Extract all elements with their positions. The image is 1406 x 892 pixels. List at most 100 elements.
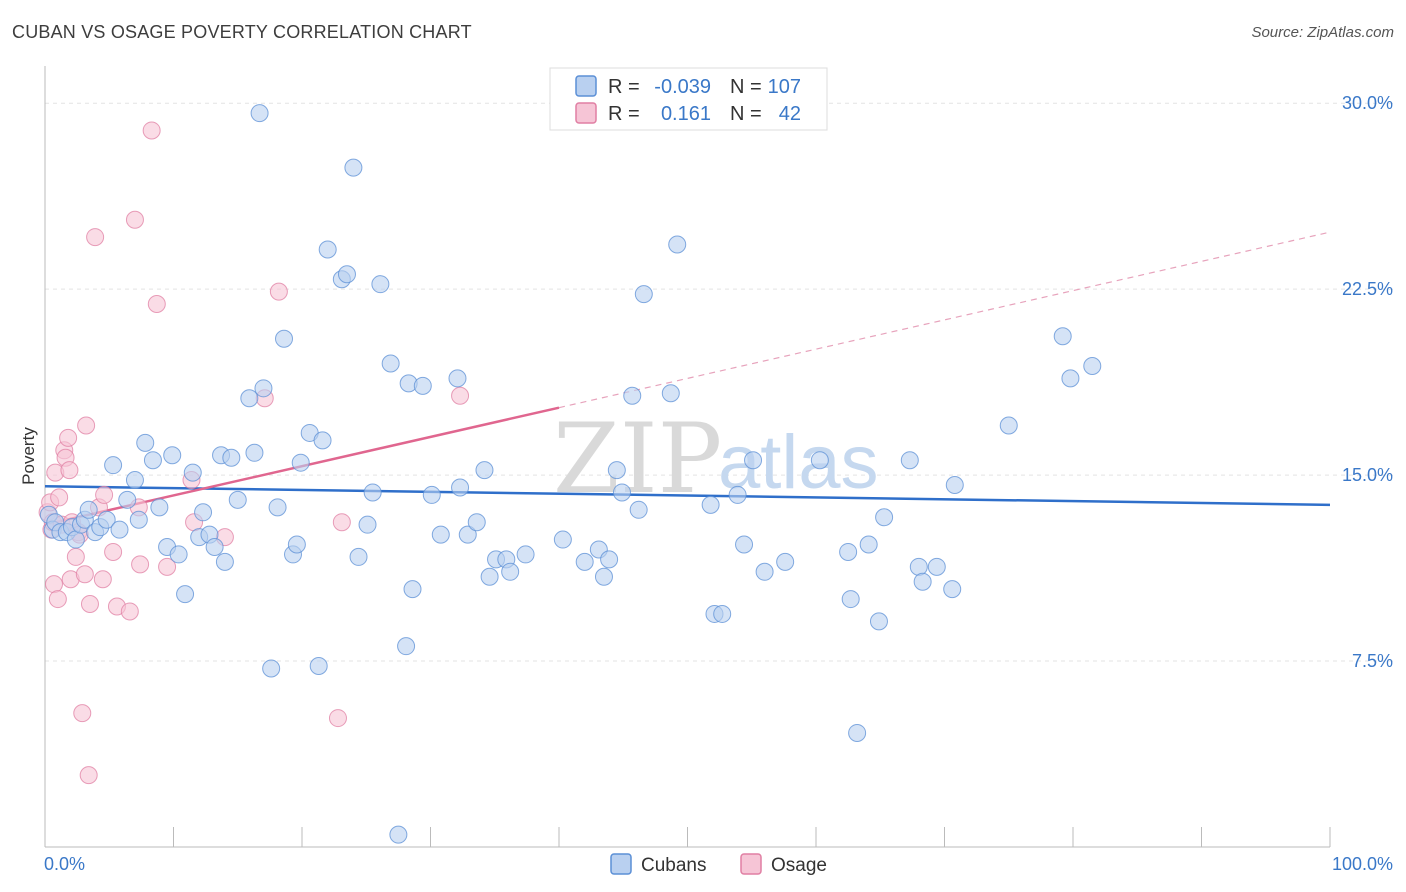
point-cubans: [516, 545, 535, 564]
point-cubans: [661, 384, 680, 403]
point-cubans: [143, 451, 162, 470]
point-osage: [77, 416, 96, 435]
legend-n-label-cubans: N =: [730, 76, 762, 98]
point-cubans: [150, 498, 169, 517]
point-cubans: [371, 275, 390, 294]
point-cubans: [1053, 327, 1072, 346]
point-cubans: [909, 557, 928, 576]
point-cubans: [869, 612, 888, 631]
point-cubans: [275, 329, 294, 348]
point-cubans: [501, 562, 520, 581]
legend-n-value-osage: 42: [779, 103, 801, 125]
point-cubans: [125, 471, 144, 490]
point-cubans: [183, 463, 202, 482]
point-cubans: [634, 285, 653, 304]
legend-r-label-cubans: R =: [608, 76, 640, 98]
point-cubans: [575, 552, 594, 571]
correlation-legend: R = -0.039 N = 107 R = 0.161 N = 42: [549, 67, 828, 131]
y-tick-label: 30.0%: [1342, 93, 1393, 113]
chart-title: CUBAN VS OSAGE POVERTY CORRELATION CHART: [12, 22, 472, 42]
x-tick-label: 100.0%: [1332, 854, 1393, 874]
point-cubans: [859, 535, 878, 554]
point-osage: [50, 488, 69, 507]
x-tick-label: 0.0%: [44, 854, 85, 874]
point-cubans: [451, 478, 470, 497]
point-cubans: [309, 657, 328, 676]
point-cubans: [262, 659, 281, 678]
point-cubans: [728, 485, 747, 504]
point-cubans: [397, 637, 416, 656]
point-cubans: [389, 825, 408, 844]
point-cubans: [467, 513, 486, 532]
watermark-zip: ZIP: [553, 403, 722, 515]
point-cubans: [129, 510, 148, 529]
point-cubans: [349, 547, 368, 566]
axes: [44, 66, 1331, 848]
scatter-points: [38, 104, 1102, 844]
point-cubans: [422, 485, 441, 504]
point-cubans: [104, 456, 123, 475]
point-osage: [95, 485, 114, 504]
point-cubans: [713, 604, 732, 623]
legend-n-label-osage: N =: [730, 103, 762, 125]
point-cubans: [810, 451, 829, 470]
legend-swatch-cubans: [575, 75, 597, 97]
point-cubans: [623, 386, 642, 405]
point-cubans: [612, 483, 631, 502]
point-cubans: [776, 552, 795, 571]
point-cubans: [1061, 369, 1080, 388]
point-cubans: [344, 158, 363, 177]
point-osage: [131, 555, 150, 574]
point-cubans: [701, 495, 720, 514]
point-cubans: [163, 446, 182, 465]
point-osage: [120, 602, 139, 621]
point-cubans: [79, 500, 98, 519]
point-osage: [66, 547, 85, 566]
point-osage: [79, 766, 98, 785]
bottom-legend-label-osage: Osage: [771, 855, 827, 876]
point-cubans: [900, 451, 919, 470]
legend-r-value-osage: 0.161: [661, 103, 711, 125]
point-osage: [269, 282, 288, 301]
point-cubans: [629, 500, 648, 519]
point-cubans: [480, 567, 499, 586]
point-cubans: [668, 235, 687, 254]
point-cubans: [118, 490, 137, 509]
legend-n-value-cubans: 107: [768, 76, 801, 98]
point-osage: [125, 210, 144, 229]
point-cubans: [735, 535, 754, 554]
source-credit: Source: ZipAtlas.com: [1251, 24, 1394, 41]
point-cubans: [848, 723, 867, 742]
point-cubans: [287, 535, 306, 554]
point-cubans: [222, 448, 241, 467]
y-tick-label: 15.0%: [1342, 465, 1393, 485]
point-cubans: [268, 498, 287, 517]
point-cubans: [448, 369, 467, 388]
point-osage: [332, 513, 351, 532]
point-cubans: [250, 104, 269, 123]
point-cubans: [176, 585, 195, 604]
bottom-legend-swatch-cubans: [610, 853, 632, 875]
y-tick-label: 7.5%: [1352, 651, 1393, 671]
point-cubans: [875, 508, 894, 527]
point-osage: [328, 709, 347, 728]
point-osage: [60, 461, 79, 480]
point-cubans: [97, 510, 116, 529]
y-tick-label: 22.5%: [1342, 279, 1393, 299]
point-cubans: [136, 433, 155, 452]
point-osage: [104, 542, 123, 561]
legend-r-value-cubans: -0.039: [654, 76, 711, 98]
point-cubans: [1083, 357, 1102, 376]
point-cubans: [913, 572, 932, 591]
point-cubans: [841, 590, 860, 609]
point-cubans: [553, 530, 572, 549]
legend-swatch-osage: [575, 102, 597, 124]
point-osage: [44, 575, 63, 594]
point-cubans: [358, 515, 377, 534]
legend-r-label-osage: R =: [608, 103, 640, 125]
y-axis-title: Poverty: [19, 427, 38, 485]
point-cubans: [215, 552, 234, 571]
point-osage: [75, 565, 94, 584]
point-osage: [59, 428, 78, 447]
point-cubans: [999, 416, 1018, 435]
